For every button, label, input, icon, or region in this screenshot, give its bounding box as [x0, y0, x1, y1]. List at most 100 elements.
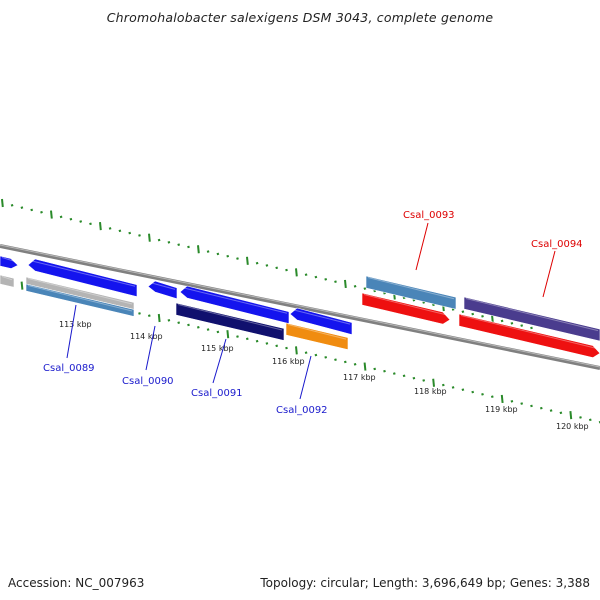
gene-label: Csal_0089	[43, 363, 95, 374]
gene-feature-csal-0091-arrow	[179, 285, 290, 325]
minor-tick	[138, 234, 141, 237]
genome-backbone	[0, 244, 600, 370]
gene-feature-csal-0092-arrow	[289, 307, 353, 336]
minor-tick	[206, 250, 210, 253]
minor-tick	[392, 372, 396, 375]
gene-feature-navy-shine	[177, 304, 283, 331]
minor-tick	[285, 268, 288, 272]
minor-tick	[187, 245, 190, 249]
gene-labels: Csal_0089 Csal_0090 Csal_0091 Csal_0092 Csal…	[43, 210, 583, 416]
gene-feature-left-partial-gray-shine	[1, 276, 13, 281]
gene-feature-csal-0094-top	[463, 296, 600, 342]
minor-tick	[324, 278, 328, 281]
minor-tick	[69, 217, 73, 221]
minor-tick	[334, 358, 337, 361]
gene-label: Csal_0092	[276, 405, 328, 416]
major-tick	[246, 256, 249, 265]
minor-tick	[412, 376, 416, 380]
gene-feature-csal-0089-arrow-shine	[29, 260, 136, 287]
minor-tick	[520, 402, 524, 405]
minor-tick	[147, 314, 151, 318]
gene-feature-navy	[175, 302, 285, 341]
major-tick	[432, 378, 435, 387]
gene-feature-small-arrow	[147, 280, 178, 300]
genome-summary: Topology: circular; Length: 3,696,649 bp…	[260, 576, 590, 590]
minor-tick	[461, 310, 465, 314]
minor-tick	[402, 374, 406, 378]
gene-feature-csal-0093-arrow-shine	[363, 294, 449, 316]
major-tick	[226, 330, 230, 339]
minor-tick	[539, 406, 543, 410]
major-tick	[569, 411, 573, 420]
minor-tick	[579, 416, 582, 419]
gene-label: Csal_0091	[191, 388, 243, 399]
major-tick	[491, 314, 494, 323]
minor-tick	[89, 222, 92, 226]
accession-text: Accession: NC_007963	[8, 576, 145, 590]
tick-label: 120 kbp	[556, 422, 589, 431]
minor-tick	[236, 257, 239, 260]
minor-tick	[108, 227, 112, 230]
gene-label: Csal_0090	[122, 376, 174, 387]
gene-feature-csal-0089-arrow	[27, 258, 138, 298]
minor-tick	[481, 393, 484, 396]
gene-feature-csal-0094-top-shine	[465, 298, 599, 332]
minor-tick	[226, 254, 230, 258]
minor-tick	[481, 315, 484, 318]
major-tick	[197, 245, 200, 254]
gene-leader-line	[66, 304, 77, 359]
minor-tick	[471, 312, 475, 316]
minor-tick	[510, 399, 514, 403]
gene-feature-csal-0094-arrow-shine	[460, 315, 599, 350]
gene-leader-line	[542, 250, 556, 298]
minor-tick	[461, 388, 465, 392]
minor-tick	[255, 261, 259, 265]
tick-label: 117 kbp	[343, 373, 376, 382]
minor-tick	[177, 243, 181, 246]
gene-feature-gray-shine	[27, 278, 133, 305]
minor-tick	[216, 330, 220, 334]
gene-feature-left-partial-blue	[0, 255, 19, 269]
minor-tick	[353, 362, 357, 366]
major-tick	[99, 222, 102, 231]
major-tick	[295, 268, 298, 277]
minor-tick	[334, 280, 337, 283]
minor-tick	[530, 326, 533, 330]
minor-tick	[10, 203, 14, 207]
minor-tick	[245, 337, 249, 341]
tick-label: 115 kbp	[201, 344, 234, 353]
gene-feature-csal-0093-top	[365, 275, 457, 310]
minor-tick	[363, 287, 367, 290]
gene-leader-line	[299, 355, 312, 400]
minor-tick	[314, 275, 318, 279]
tick-label: 116 kbp	[272, 357, 305, 366]
minor-tick	[118, 229, 122, 233]
minor-tick	[30, 208, 34, 212]
tick-label: 118 kbp	[414, 387, 447, 396]
minor-tick	[265, 264, 269, 267]
gene-feature-orange	[285, 322, 349, 351]
minor-tick	[520, 324, 524, 327]
major-tick	[344, 279, 347, 289]
gene-feature-left-partial-blue-shine	[1, 257, 17, 263]
gene-label: Csal_0093	[403, 210, 455, 221]
major-tick	[20, 281, 24, 290]
minor-tick	[422, 379, 426, 382]
minor-tick	[500, 319, 504, 323]
minor-tick	[275, 344, 279, 348]
gene-feature-csal-0093-arrow	[361, 292, 451, 325]
minor-tick	[549, 409, 553, 412]
minor-tick	[530, 404, 533, 408]
minor-tick	[324, 356, 328, 359]
minor-tick	[157, 238, 161, 242]
minor-tick	[383, 369, 386, 373]
minor-tick	[471, 390, 475, 394]
major-tick	[363, 362, 367, 371]
gene-label: Csal_0094	[531, 239, 583, 250]
minor-tick	[20, 206, 24, 209]
minor-tick	[167, 241, 171, 244]
minor-tick	[216, 252, 220, 256]
backbone-highlight	[0, 244, 600, 368]
gene-feature-csal-0093-top-shine	[367, 277, 455, 300]
